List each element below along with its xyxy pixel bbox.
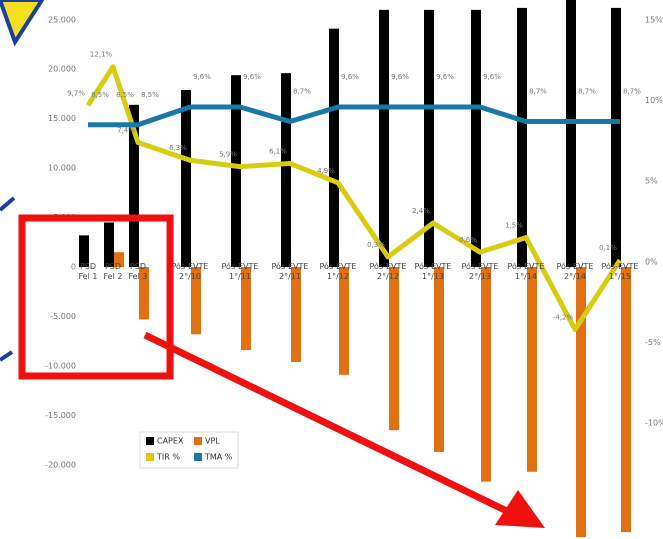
bar xyxy=(231,75,241,268)
data-label: 7,4% xyxy=(117,126,135,134)
data-label: 0,6% xyxy=(459,236,477,244)
y2-tick-label: -10% xyxy=(645,418,663,427)
x-tick-label: Pós-EVTE 2°/14 xyxy=(556,262,594,282)
bar xyxy=(389,267,399,431)
x-tick-label: Pós-EVTE 2°/11 xyxy=(271,262,309,282)
y2-tick-label: 10% xyxy=(645,96,663,105)
data-label: 8,7% xyxy=(529,88,547,96)
data-label: 12,1% xyxy=(90,51,113,59)
x-tick-label: Pós-EVTE 1°/15 xyxy=(601,262,639,282)
bar xyxy=(611,7,621,268)
data-label: 8,7% xyxy=(623,88,641,96)
bar xyxy=(129,104,139,268)
legend-label: VPL xyxy=(205,437,220,446)
bar xyxy=(424,9,434,268)
bar xyxy=(576,267,586,538)
x-tick-label: Pós-EVTE 1°/12 xyxy=(319,262,357,282)
data-label: 9,6% xyxy=(483,73,501,81)
bar xyxy=(379,9,389,268)
y2-tick-label: 15% xyxy=(645,15,663,24)
bar xyxy=(566,0,576,268)
highlight-box xyxy=(18,214,174,380)
data-label: 8,7% xyxy=(578,88,596,96)
y2-tick-label: 5% xyxy=(645,177,658,186)
legend-box xyxy=(139,431,239,469)
data-label: 9,6% xyxy=(436,73,454,81)
line xyxy=(88,104,620,128)
data-label: 0,1% xyxy=(599,244,617,252)
data-label: 6,3% xyxy=(169,144,187,152)
data-label: 1,5% xyxy=(505,222,523,230)
x-tick-label: Pós-EVTE 2°/10 xyxy=(171,262,209,282)
legend-swatch xyxy=(146,437,154,445)
bar xyxy=(329,28,339,268)
x-tick-label: Pós-EVTE 2°/12 xyxy=(369,262,407,282)
data-label: 9,7% xyxy=(67,89,85,97)
bar xyxy=(241,267,251,351)
data-label: 2,4% xyxy=(412,207,430,215)
bar xyxy=(291,267,301,362)
bar xyxy=(339,267,349,375)
data-label: 9,6% xyxy=(243,73,261,81)
legend-label: CAPEX xyxy=(157,437,184,446)
bar xyxy=(181,89,191,268)
bar xyxy=(114,252,124,268)
bar xyxy=(191,267,201,335)
y-tick-label: -15.000 xyxy=(45,411,76,420)
bar xyxy=(481,267,491,482)
bar xyxy=(471,9,481,268)
decor-star xyxy=(0,196,16,362)
legend-swatch xyxy=(194,453,202,461)
y2-tick-label: 0% xyxy=(645,257,658,266)
data-label: 9,6% xyxy=(341,73,359,81)
x-tick-label: Pós-EVTE 1°/13 xyxy=(414,262,452,282)
y-tick-label: -10.000 xyxy=(45,361,76,370)
bar xyxy=(434,267,444,452)
legend-swatch xyxy=(194,437,202,445)
y-tick-label: 15.000 xyxy=(48,114,76,123)
bar xyxy=(527,267,537,472)
y-tick-label: 0 xyxy=(71,263,76,272)
x-tick-label: PSD Fel 3 xyxy=(128,262,148,282)
decor-triangle xyxy=(0,0,45,47)
y2-tick-label: -5% xyxy=(645,338,661,347)
data-label: -4,2% xyxy=(553,313,574,321)
bar xyxy=(621,267,631,533)
legend-label: TIR % xyxy=(156,453,180,462)
legend-label: TMA % xyxy=(204,453,233,462)
arrow-shaft xyxy=(143,331,517,519)
x-tick-label: PSD Fel 2 xyxy=(103,262,123,282)
data-label: 6,1% xyxy=(269,147,287,155)
y-tick-label: -20.000 xyxy=(45,460,76,469)
arrow-head xyxy=(495,490,545,528)
bar xyxy=(104,222,114,268)
bar xyxy=(79,235,89,268)
bar xyxy=(517,7,527,268)
data-label: 8,5% xyxy=(91,91,109,99)
bar xyxy=(139,267,149,320)
data-label: 8,5% xyxy=(141,91,159,99)
line xyxy=(85,64,623,332)
x-tick-label: Pós-EVTE 1°/14 xyxy=(507,262,545,282)
y-tick-label: -5.000 xyxy=(50,312,76,321)
y-tick-label: 20.000 xyxy=(48,65,76,74)
data-label: 8,7% xyxy=(293,88,311,96)
data-label: 5,9% xyxy=(219,151,237,159)
bar xyxy=(281,73,291,268)
y-tick-label: 10.000 xyxy=(48,164,76,173)
data-label: 9,6% xyxy=(193,73,211,81)
legend-swatch xyxy=(146,453,154,461)
data-label: 4,9% xyxy=(317,167,335,175)
data-label: 0,3% xyxy=(367,241,385,249)
y-tick-label: 25.000 xyxy=(48,15,76,24)
data-label: 9,6% xyxy=(391,73,409,81)
data-label: 8,5% xyxy=(116,91,134,99)
x-tick-label: Pós-EVTE 2°/13 xyxy=(461,262,499,282)
x-tick-label: Pós-EVTE 1°/11 xyxy=(221,262,259,282)
x-tick-label: PSD Fel 1 xyxy=(78,262,98,282)
